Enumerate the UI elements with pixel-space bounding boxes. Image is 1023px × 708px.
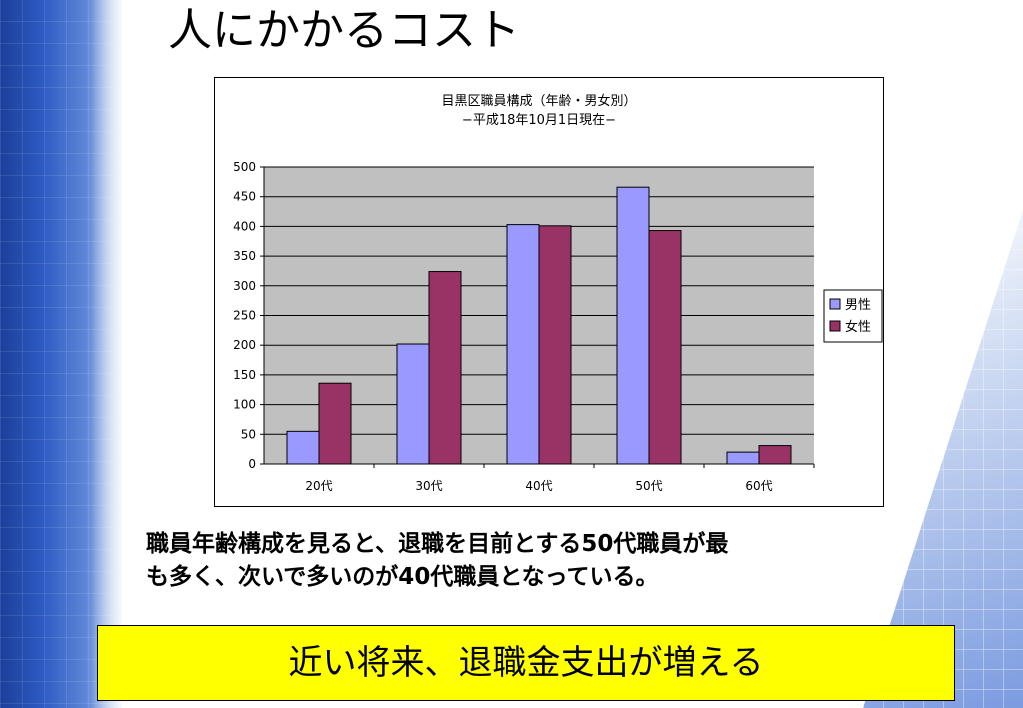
callout-box: 近い将来、退職金支出が増える [97,625,955,701]
legend-swatch-女性 [829,320,841,332]
legend-label-女性: 女性 [845,319,871,335]
x-tick-label: 50代 [635,479,662,493]
y-tick-label: 450 [233,190,256,204]
x-tick-label: 30代 [415,479,442,493]
bar-20代-男性 [286,430,320,465]
chart-title: 目黒区職員構成（年齢・男女別） [441,93,636,109]
y-tick-label: 500 [233,160,256,174]
left-decorative-band [0,0,122,708]
bar-30代-男性 [396,343,430,465]
y-tick-label: 0 [248,457,256,471]
caption-line-2: も多く、次いで多いのが40代職員となっている。 [146,564,659,590]
bar-60代-女性 [758,445,792,465]
y-tick-label: 300 [233,279,256,293]
y-tick-label: 250 [233,309,256,323]
bar-30代-女性 [428,271,462,465]
caption-line-1: 職員年齢構成を見ると、退職を目前とする50代職員が最 [146,531,729,557]
y-tick-label: 50 [241,427,256,441]
bar-50代-女性 [648,230,682,465]
chart-frame: 目黒区職員構成（年齢・男女別） −平成18年10月1日現在− 0 50 100 150 20… [214,77,884,507]
bar-40代-女性 [538,225,572,465]
bar-chart: 目黒区職員構成（年齢・男女別） −平成18年10月1日現在− 0 50 100 150 20… [233,93,883,493]
y-tick-label: 100 [233,398,256,412]
y-tick-label: 150 [233,368,256,382]
bar-20代-女性 [318,382,352,465]
bar-60代-男性 [726,451,760,465]
bar-40代-男性 [506,224,540,465]
y-tick-label: 200 [233,338,256,352]
x-tick-label: 40代 [525,479,552,493]
y-tick-label: 400 [233,219,256,233]
legend-label-男性: 男性 [845,298,871,313]
y-tick-label: 350 [233,249,256,263]
caption: 職員年齢構成を見ると、退職を目前とする50代職員が最 も多く、次いで多いのが40… [146,528,906,594]
bar-50代-男性 [616,186,650,465]
chart-subtitle: −平成18年10月1日現在− [462,113,616,128]
x-tick-label: 20代 [305,479,332,493]
legend-swatch-男性 [829,298,841,310]
page-title: 人にかかるコスト [168,5,520,56]
x-tick-label: 60代 [745,479,772,493]
